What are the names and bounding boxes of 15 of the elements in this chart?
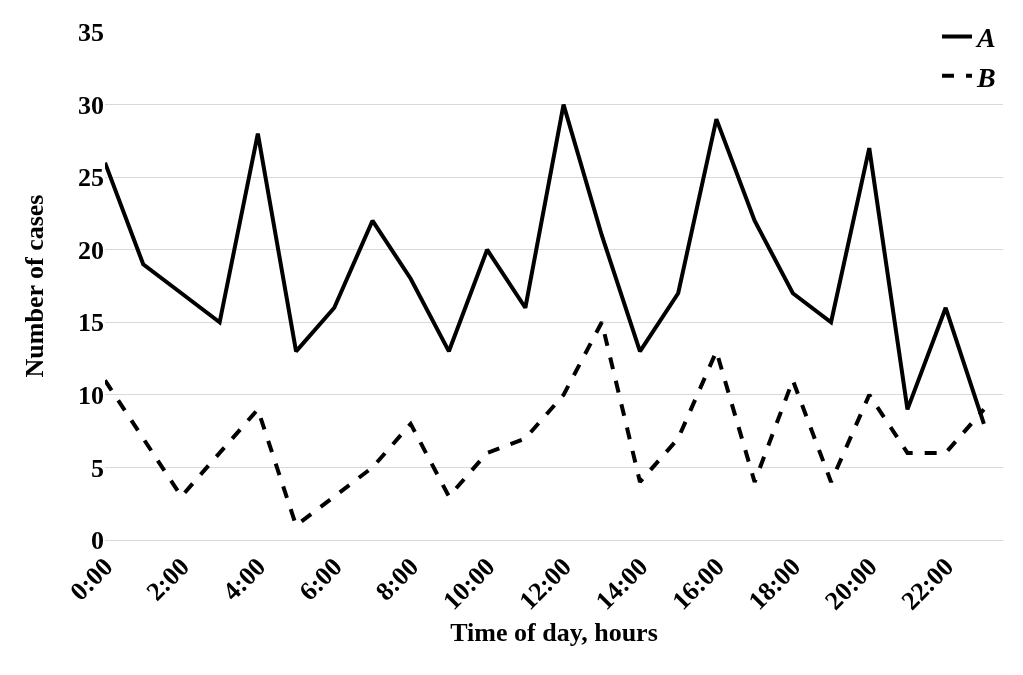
x-tick-label: 4:00 (217, 552, 272, 607)
y-tick-label: 5 (91, 453, 104, 483)
y-tick-label: 25 (78, 163, 104, 193)
y-tick-label: 10 (78, 380, 104, 410)
x-tick-label: 6:00 (293, 552, 348, 607)
x-axis-title: Time of day, hours (450, 617, 658, 647)
x-tick-label: 8:00 (369, 552, 425, 607)
y-tick-label: 35 (78, 18, 104, 48)
y-tick-label: 20 (78, 235, 104, 265)
legend-label: B (976, 61, 996, 93)
y-axis-title: Number of cases (20, 194, 49, 378)
y-tick-label: 30 (78, 90, 104, 120)
y-tick-label: 15 (78, 308, 104, 338)
legend-label: A (975, 22, 996, 54)
x-tick-label: 2:00 (140, 552, 195, 607)
